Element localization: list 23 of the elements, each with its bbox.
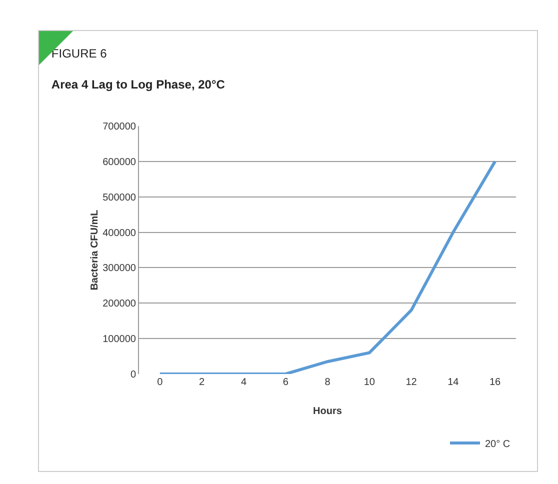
y-tick-label: 100000 — [102, 334, 136, 346]
y-axis-title: Bacteria CFU/mL — [90, 210, 101, 290]
y-tick-label: 400000 — [102, 228, 136, 239]
x-tick-label: 0 — [157, 377, 164, 388]
chart-subtitle: Area 4 Lag to Log Phase, 20°C — [51, 77, 226, 92]
x-axis-title: Hours — [313, 406, 342, 417]
x-tick-label: 16 — [489, 377, 502, 388]
x-tick-label: 6 — [282, 377, 289, 388]
y-tick-label: 300000 — [102, 263, 136, 274]
legend-label: 20° C — [485, 438, 510, 450]
x-tick-label: 8 — [324, 377, 331, 388]
x-tick-label: 4 — [240, 377, 247, 388]
line-series — [158, 160, 497, 374]
y-tick-label: 0 — [130, 370, 136, 380]
x-tick-label: 10 — [364, 377, 376, 388]
y-tick-label: 200000 — [102, 298, 136, 310]
y-tick-label: 500000 — [102, 192, 136, 204]
y-tick-label: 600000 — [102, 156, 136, 168]
x-tick-label: 14 — [448, 377, 460, 388]
x-tick-label: 2 — [199, 377, 206, 388]
y-tick-label: 700000 — [102, 122, 136, 132]
x-tick-label: 12 — [406, 377, 418, 388]
chart-title: FIGURE 6 — [51, 46, 108, 60]
